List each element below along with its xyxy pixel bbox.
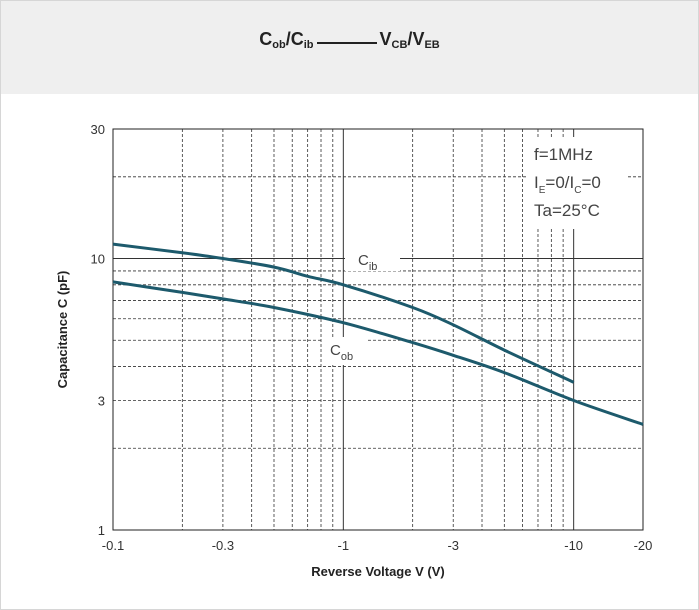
x-tick-label: -20 bbox=[634, 538, 653, 553]
series-line-cob bbox=[112, 280, 644, 426]
x-axis-label: Reverse Voltage V (V) bbox=[311, 564, 444, 579]
x-tick-label: -10 bbox=[564, 538, 583, 553]
series-layer bbox=[112, 242, 644, 426]
y-tick-label: 3 bbox=[98, 393, 105, 408]
condition-temperature: Ta=25°C bbox=[534, 201, 600, 220]
chart-title: Cob/Cib VCB/VEB bbox=[259, 29, 440, 51]
chart-header: Cob/Cib VCB/VEB bbox=[1, 1, 698, 94]
y-tick-label: 1 bbox=[98, 523, 105, 538]
tick-labels: -0.1 -0.3 -1 -3 -10 -20 1 3 10 30 bbox=[91, 122, 653, 553]
x-tick-label: -0.3 bbox=[212, 538, 234, 553]
plot-frame bbox=[112, 128, 644, 531]
x-tick-label: -0.1 bbox=[102, 538, 124, 553]
y-tick-label: 10 bbox=[91, 252, 105, 267]
condition-current: IE=0/IC=0 bbox=[534, 173, 601, 196]
minor-grid bbox=[113, 129, 643, 530]
cob-label-bg bbox=[322, 337, 367, 365]
y-tick-label: 30 bbox=[91, 122, 105, 137]
series-label-cib: Cib bbox=[358, 252, 377, 273]
conditions-box bbox=[528, 137, 626, 229]
x-tick-label: -3 bbox=[447, 538, 459, 553]
x-tick-label: -1 bbox=[338, 538, 350, 553]
title-dash bbox=[316, 42, 377, 45]
title-part2: Cib bbox=[290, 29, 314, 51]
condition-frequency: f=1MHz bbox=[534, 145, 593, 164]
y-axis-label: Capacitance C (pF) bbox=[55, 271, 70, 389]
series-line-cib bbox=[112, 242, 575, 384]
cib-label-bg bbox=[345, 245, 400, 271]
title-part4: VEB bbox=[412, 29, 440, 51]
title-part3: VCB bbox=[379, 29, 408, 51]
title-part1: Cob bbox=[259, 29, 286, 51]
series-label-cob: Cob bbox=[330, 342, 353, 363]
